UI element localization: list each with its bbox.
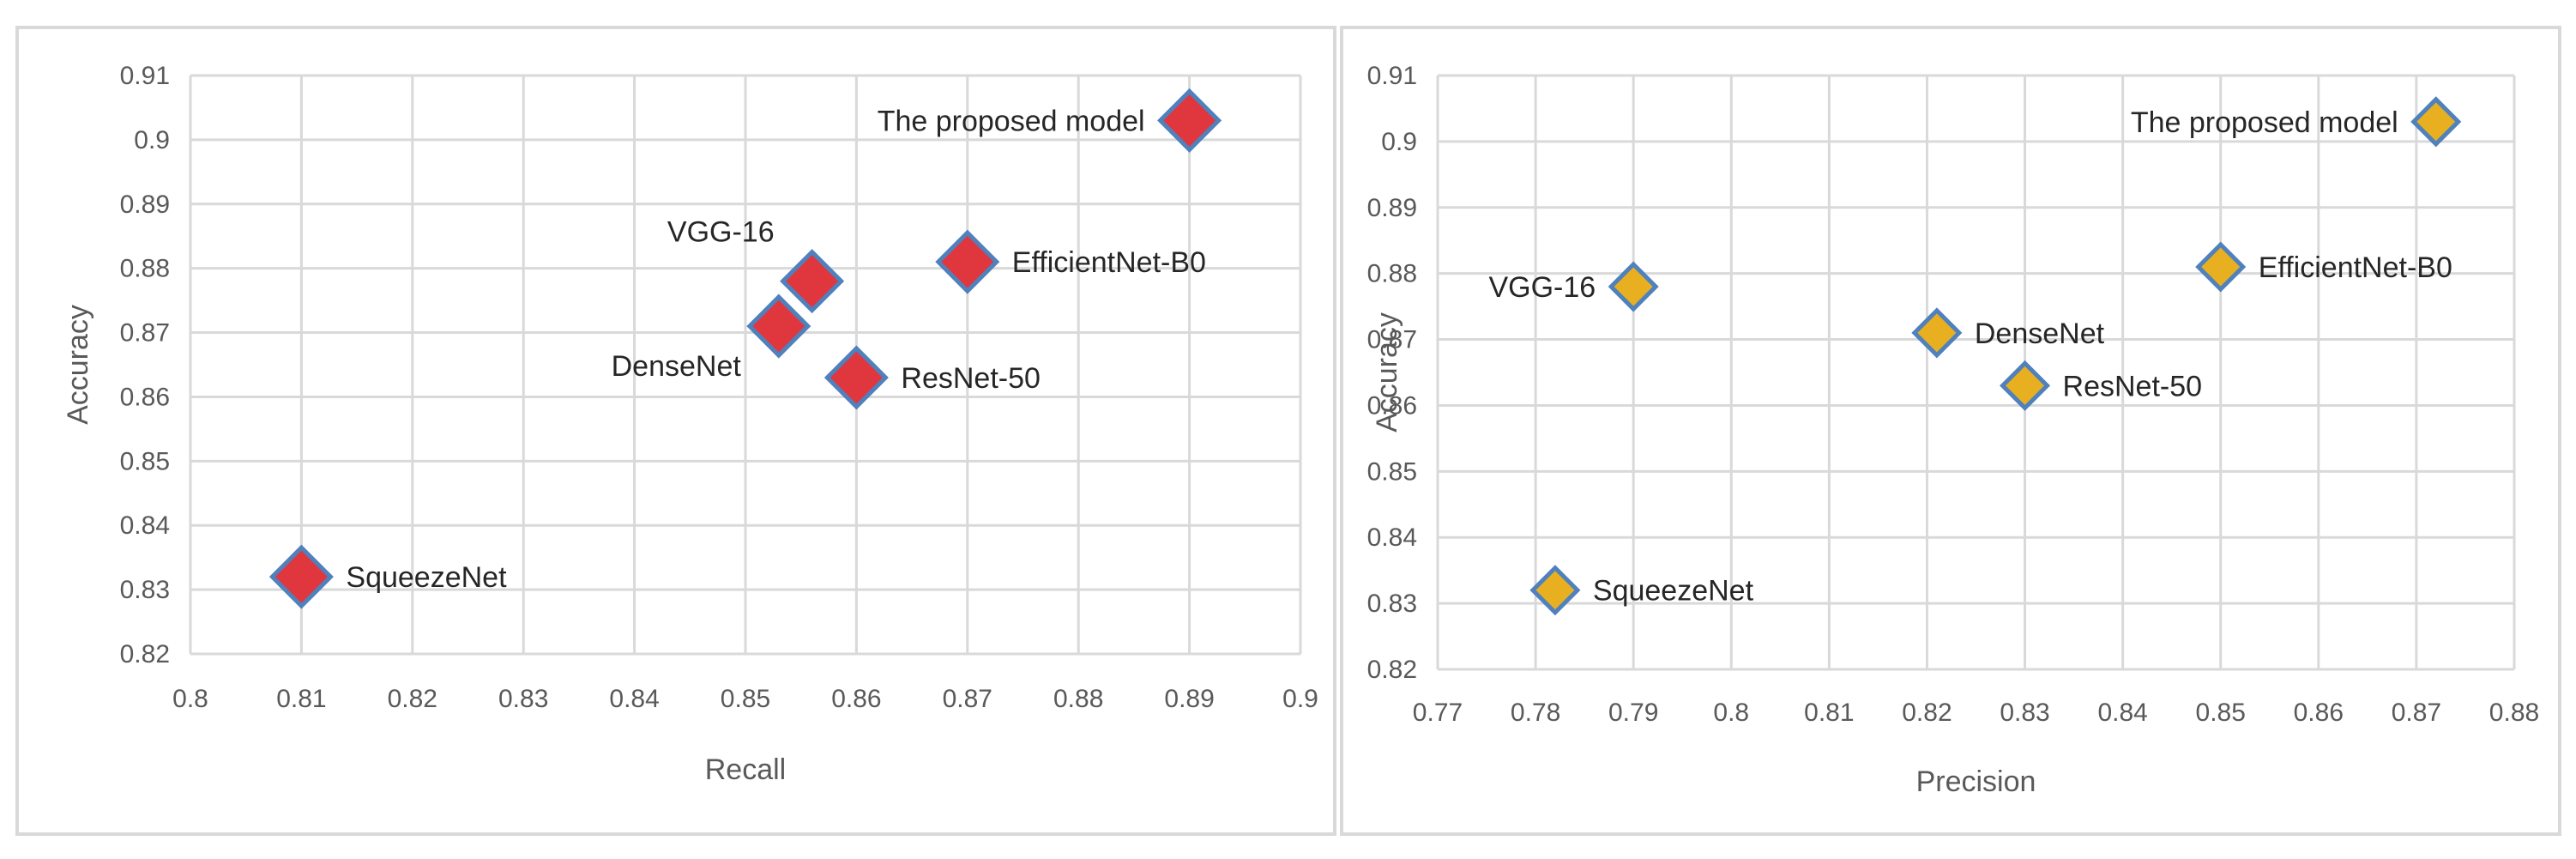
- data-point-marker: [780, 249, 845, 314]
- data-point-label: VGG-16: [1488, 271, 1596, 304]
- data-point-label: ResNet-50: [2063, 370, 2203, 402]
- x-tick-label: 0.88: [1053, 685, 1103, 713]
- y-tick-label: 0.83: [120, 576, 170, 604]
- x-tick-label: 0.87: [2392, 699, 2441, 727]
- x-tick-label: 0.88: [2489, 699, 2539, 727]
- y-tick-label: 0.91: [1367, 62, 1417, 90]
- x-tick-label: 0.83: [498, 685, 548, 713]
- x-tick-label: 0.83: [2000, 699, 2049, 727]
- data-point-label: EfficientNet-B0: [2259, 251, 2452, 284]
- x-tick-label: 0.9: [1282, 685, 1318, 713]
- data-point-marker: [1529, 565, 1581, 616]
- data-point-marker: [2000, 360, 2051, 411]
- data-point-marker: [746, 293, 811, 359]
- x-tick-label: 0.79: [1608, 699, 1658, 727]
- y-tick-label: 0.89: [120, 191, 170, 219]
- x-tick-label: 0.77: [1413, 699, 1463, 727]
- x-tick-label: 0.8: [1713, 699, 1749, 727]
- y-tick-label: 0.84: [120, 511, 170, 540]
- data-point-marker: [1911, 307, 1963, 359]
- data-point-marker: [1157, 88, 1222, 153]
- data-point-marker: [268, 544, 334, 609]
- x-tick-label: 0.84: [609, 685, 659, 713]
- y-tick-label: 0.87: [120, 319, 170, 348]
- x-tick-label: 0.85: [721, 685, 770, 713]
- recall-accuracy-scatter-chart: 0.82 0.83 0.84 0.85 0.86 0.87 0.88 0.89 0.9 0.91 0…: [62, 62, 1318, 786]
- x-tick-label: 0.81: [1804, 699, 1854, 727]
- y-tick-label: 0.86: [120, 383, 170, 411]
- y-tick-label: 0.84: [1367, 523, 1417, 552]
- y-tick-label: 0.86: [1367, 391, 1417, 420]
- precision-accuracy-chart-panel: 0.82 0.83 0.84 0.85 0.86 0.87 0.88 0.89 0.9 0.91 0…: [1340, 26, 2561, 836]
- x-tick-label: 0.85: [2196, 699, 2246, 727]
- y-tick-label: 0.9: [1381, 128, 1417, 156]
- y-tick-label: 0.88: [120, 255, 170, 283]
- data-point-label: The proposed model: [878, 105, 1145, 137]
- x-tick-label: 0.82: [1902, 699, 1952, 727]
- y-tick-label: 0.82: [120, 640, 170, 668]
- data-point-label: EfficientNet-B0: [1012, 246, 1206, 279]
- y-axis-title: Accuracy: [1371, 312, 1403, 433]
- x-tick-label: 0.81: [276, 685, 326, 713]
- data-point-label: DenseNet: [1975, 318, 2105, 350]
- x-tick-label: 0.82: [388, 685, 437, 713]
- data-point-label: SqueezeNet: [1593, 575, 1754, 608]
- data-point-label: ResNet-50: [901, 362, 1041, 395]
- x-tick-label: 0.8: [172, 685, 208, 713]
- y-tick-label: 0.9: [134, 126, 170, 154]
- y-tick-label: 0.89: [1367, 194, 1417, 222]
- precision-accuracy-scatter-chart: 0.82 0.83 0.84 0.85 0.86 0.87 0.88 0.89 0.9 0.91 0…: [1367, 62, 2540, 798]
- y-tick-label: 0.91: [120, 62, 170, 90]
- y-tick-label: 0.85: [120, 447, 170, 475]
- data-point-label: DenseNet: [612, 350, 742, 383]
- data-point-marker: [823, 345, 889, 410]
- x-axis-title: Precision: [1916, 765, 2036, 798]
- y-tick-label: 0.82: [1367, 656, 1417, 684]
- data-point-marker: [2410, 96, 2462, 148]
- recall-accuracy-chart-panel: 0.82 0.83 0.84 0.85 0.86 0.87 0.88 0.89 0.9 0.91 0…: [15, 26, 1336, 836]
- y-tick-label: 0.85: [1367, 457, 1417, 486]
- x-tick-label: 0.84: [2097, 699, 2147, 727]
- y-tick-label: 0.83: [1367, 590, 1417, 618]
- y-axis-title: Accuracy: [62, 305, 94, 425]
- x-axis-title: Recall: [705, 753, 786, 786]
- data-point-label: The proposed model: [2131, 106, 2398, 139]
- x-tick-label: 0.87: [943, 685, 992, 713]
- y-tick-label: 0.87: [1367, 326, 1417, 354]
- data-point-marker: [935, 229, 1000, 294]
- x-tick-label: 0.89: [1164, 685, 1214, 713]
- data-point-label: VGG-16: [667, 216, 775, 249]
- data-point-label: SqueezeNet: [346, 561, 507, 594]
- data-point-marker: [1608, 261, 1659, 312]
- x-tick-label: 0.86: [831, 685, 881, 713]
- x-tick-label: 0.86: [2294, 699, 2344, 727]
- data-point-marker: [2195, 241, 2247, 293]
- x-tick-label: 0.78: [1511, 699, 1560, 727]
- y-tick-label: 0.88: [1367, 260, 1417, 288]
